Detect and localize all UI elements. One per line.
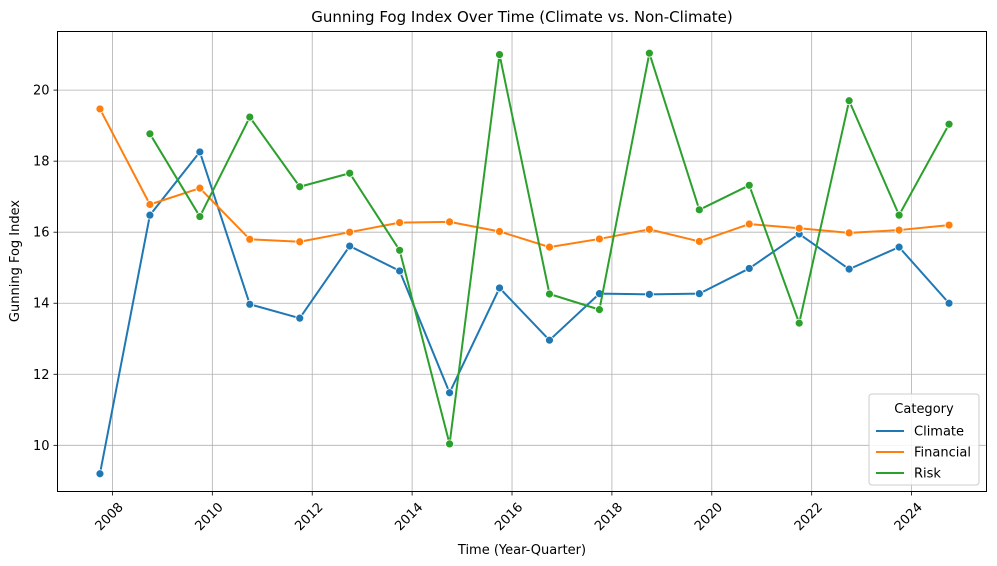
data-point-climate <box>844 264 854 274</box>
data-point-financial <box>95 104 105 114</box>
data-point-financial <box>944 220 954 230</box>
data-point-climate <box>894 242 904 252</box>
data-point-climate <box>744 264 754 273</box>
data-point-financial <box>844 228 854 238</box>
x-tick-label: 2010 <box>193 500 227 534</box>
series-financial <box>95 104 954 252</box>
data-point-risk <box>245 112 255 122</box>
chart-title: Gunning Fog Index Over Time (Climate vs.… <box>311 8 733 26</box>
data-point-climate <box>295 313 305 323</box>
data-point-financial <box>545 242 554 252</box>
data-point-risk <box>145 129 155 139</box>
data-point-financial <box>145 200 155 209</box>
data-point-financial <box>644 224 654 234</box>
y-tick-label: 12 <box>33 368 50 383</box>
data-point-climate <box>495 283 504 293</box>
x-tick-label: 2018 <box>592 500 626 534</box>
data-point-financial <box>195 183 205 193</box>
data-point-risk <box>644 48 654 58</box>
legend-label-risk: Risk <box>914 467 941 482</box>
legend-box <box>868 393 980 486</box>
data-point-financial <box>295 237 305 247</box>
legend-label-climate: Climate <box>914 425 964 440</box>
data-point-financial <box>445 217 454 227</box>
x-tick-label: 2008 <box>93 500 127 534</box>
legend-label-financial: Financial <box>914 446 971 461</box>
y-tick-label: 18 <box>33 155 50 170</box>
legend-title: Category <box>894 402 954 417</box>
x-tick-label: 2020 <box>692 500 726 534</box>
data-point-climate <box>195 147 205 157</box>
data-point-risk <box>345 168 355 178</box>
data-point-financial <box>495 227 504 236</box>
data-point-climate <box>944 298 954 308</box>
data-point-climate <box>95 469 105 479</box>
data-point-financial <box>395 218 405 228</box>
data-point-risk <box>295 182 305 192</box>
data-point-climate <box>345 241 355 251</box>
data-point-financial <box>694 237 704 246</box>
y-axis: 10 12 14 16 18 20 <box>33 84 58 454</box>
x-tick-label: 2024 <box>892 500 926 534</box>
data-point-climate <box>545 335 554 345</box>
data-point-risk <box>894 210 904 220</box>
data-point-climate <box>245 299 255 309</box>
data-point-financial <box>794 223 804 233</box>
data-point-financial <box>345 227 355 237</box>
y-tick-label: 14 <box>33 297 50 312</box>
data-point-risk <box>445 439 454 449</box>
data-point-risk <box>844 96 854 106</box>
data-point-climate <box>644 289 654 299</box>
data-point-financial <box>245 234 255 244</box>
data-point-risk <box>195 212 205 221</box>
data-point-climate <box>395 266 405 276</box>
x-axis-label: Time (Year-Quarter) <box>457 543 586 558</box>
data-point-climate <box>145 210 155 220</box>
series-line-climate <box>98 150 950 474</box>
data-point-risk <box>744 180 754 190</box>
x-tick-label: 2012 <box>292 500 326 534</box>
series-line-financial <box>99 108 950 249</box>
data-point-financial <box>744 219 754 229</box>
y-tick-label: 16 <box>33 226 50 241</box>
y-axis-label: Gunning Fog Index <box>8 200 23 322</box>
data-point-financial <box>894 225 904 235</box>
data-point-risk <box>794 318 804 328</box>
data-point-risk <box>495 50 504 59</box>
data-point-financial <box>595 234 604 244</box>
x-tick-label: 2022 <box>792 500 826 534</box>
x-tick-label: 2014 <box>392 500 426 534</box>
data-point-risk <box>944 119 954 129</box>
x-axis: 2008 2010 2012 2014 2016 2018 2020 2022 2024 <box>93 491 926 534</box>
data-point-climate <box>445 388 454 398</box>
data-point-risk <box>395 245 405 255</box>
data-point-risk <box>694 205 704 215</box>
series-climate <box>95 147 954 479</box>
y-tick-label: 20 <box>33 84 50 99</box>
data-point-risk <box>595 305 604 315</box>
data-point-risk <box>545 289 554 299</box>
series-group <box>95 48 954 479</box>
x-tick-label: 2016 <box>492 500 526 534</box>
plot-frame <box>57 31 987 492</box>
series-risk <box>145 48 954 449</box>
y-tick-label: 10 <box>33 439 50 454</box>
legend: Category Climate Financial Risk <box>868 393 980 486</box>
data-point-climate <box>694 289 704 299</box>
